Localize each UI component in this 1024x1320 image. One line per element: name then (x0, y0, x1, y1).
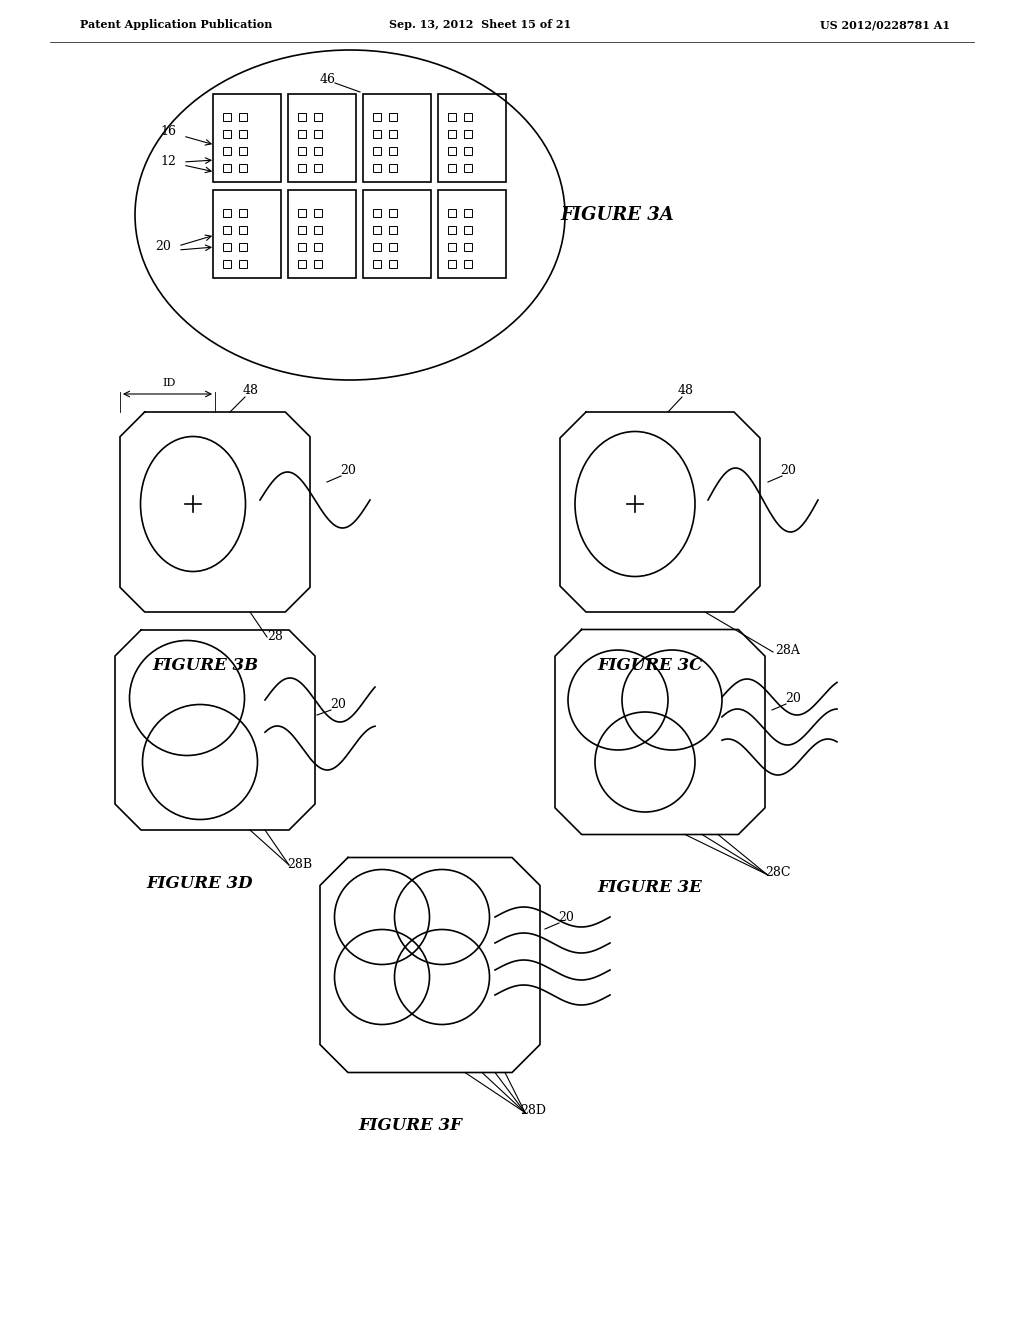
Bar (389, 243, 397, 251)
Text: US 2012/0228781 A1: US 2012/0228781 A1 (820, 20, 950, 30)
Bar (239, 209, 247, 216)
Bar (288, 94, 356, 182)
Bar (239, 114, 247, 121)
Bar (223, 260, 231, 268)
Text: 28A: 28A (775, 644, 800, 657)
Bar (223, 226, 231, 234)
Text: FIGURE 3D: FIGURE 3D (146, 875, 253, 892)
Bar (298, 164, 306, 172)
Bar (449, 226, 456, 234)
Bar (314, 226, 322, 234)
Bar (449, 129, 456, 139)
Text: FIGURE 3E: FIGURE 3E (598, 879, 702, 896)
Text: 20: 20 (780, 465, 796, 477)
Text: 28: 28 (267, 630, 283, 643)
Bar (239, 147, 247, 154)
Bar (449, 209, 456, 216)
Bar (223, 164, 231, 172)
Bar (464, 260, 472, 268)
Bar (362, 190, 431, 279)
Bar (314, 209, 322, 216)
Text: 20: 20 (558, 911, 573, 924)
Bar (373, 164, 381, 172)
Bar (389, 209, 397, 216)
Bar (464, 129, 472, 139)
Text: 20: 20 (330, 698, 346, 711)
Bar (389, 260, 397, 268)
Text: Patent Application Publication: Patent Application Publication (80, 20, 272, 30)
Bar (449, 147, 456, 154)
Bar (239, 260, 247, 268)
Bar (298, 209, 306, 216)
Text: FIGURE 3C: FIGURE 3C (597, 657, 702, 675)
Bar (213, 190, 281, 279)
Bar (362, 94, 431, 182)
Bar (223, 209, 231, 216)
Bar (373, 114, 381, 121)
Bar (298, 114, 306, 121)
Bar (223, 129, 231, 139)
Bar (298, 147, 306, 154)
Bar (239, 226, 247, 234)
Text: 16: 16 (160, 125, 176, 139)
Bar (449, 243, 456, 251)
Bar (373, 226, 381, 234)
Bar (464, 243, 472, 251)
Text: FIGURE 3F: FIGURE 3F (358, 1118, 462, 1134)
Bar (373, 260, 381, 268)
Bar (298, 243, 306, 251)
Bar (438, 94, 506, 182)
Bar (373, 243, 381, 251)
Bar (239, 164, 247, 172)
Bar (449, 114, 456, 121)
Bar (298, 226, 306, 234)
Text: 20: 20 (785, 692, 801, 705)
Bar (389, 129, 397, 139)
Text: 20: 20 (155, 240, 171, 253)
Bar (223, 147, 231, 154)
Bar (464, 114, 472, 121)
Bar (298, 260, 306, 268)
Bar (314, 129, 322, 139)
Bar (438, 190, 506, 279)
Bar (464, 226, 472, 234)
Bar (464, 164, 472, 172)
Bar (389, 147, 397, 154)
Bar (213, 94, 281, 182)
Bar (449, 260, 456, 268)
Bar (223, 114, 231, 121)
Bar (314, 147, 322, 154)
Text: FIGURE 3A: FIGURE 3A (560, 206, 674, 224)
Bar (314, 164, 322, 172)
Bar (239, 243, 247, 251)
Bar (298, 129, 306, 139)
Bar (314, 114, 322, 121)
Bar (314, 243, 322, 251)
Text: 12: 12 (160, 154, 176, 168)
Text: 20: 20 (340, 465, 356, 477)
Text: FIGURE 3B: FIGURE 3B (152, 657, 258, 675)
Text: 28D: 28D (520, 1105, 546, 1118)
Bar (373, 209, 381, 216)
Text: 48: 48 (243, 384, 259, 397)
Text: 28C: 28C (765, 866, 791, 879)
Text: ID: ID (163, 378, 176, 388)
Text: Sep. 13, 2012  Sheet 15 of 21: Sep. 13, 2012 Sheet 15 of 21 (389, 20, 571, 30)
Text: 48: 48 (678, 384, 694, 397)
Bar (389, 114, 397, 121)
Bar (288, 190, 356, 279)
Bar (239, 129, 247, 139)
Bar (314, 260, 322, 268)
Text: 28B: 28B (287, 858, 312, 871)
Bar (373, 129, 381, 139)
Bar (373, 147, 381, 154)
Bar (223, 243, 231, 251)
Bar (464, 209, 472, 216)
Bar (449, 164, 456, 172)
Bar (389, 164, 397, 172)
Text: 46: 46 (319, 73, 336, 86)
Bar (389, 226, 397, 234)
Bar (464, 147, 472, 154)
